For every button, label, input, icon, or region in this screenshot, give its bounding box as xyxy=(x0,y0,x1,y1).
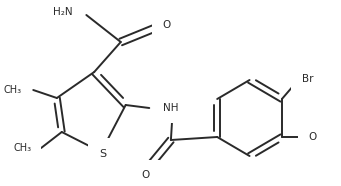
Text: O: O xyxy=(163,20,171,30)
Text: NH: NH xyxy=(163,103,179,113)
Text: H₂N: H₂N xyxy=(53,7,73,17)
Text: O: O xyxy=(141,170,149,180)
Text: O: O xyxy=(309,132,317,142)
Text: CH₃: CH₃ xyxy=(3,85,21,95)
Text: S: S xyxy=(100,149,107,159)
Text: Br: Br xyxy=(302,74,313,84)
Text: CH₃: CH₃ xyxy=(13,143,31,153)
